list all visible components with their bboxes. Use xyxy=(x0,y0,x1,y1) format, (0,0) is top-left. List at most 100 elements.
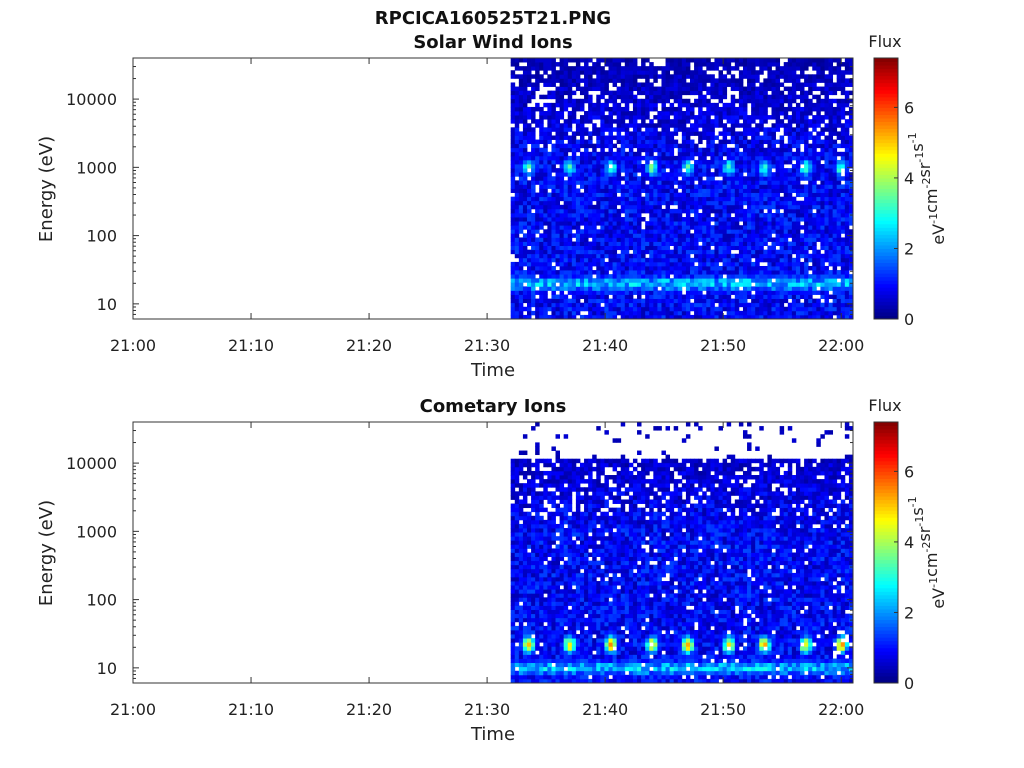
spectrogram-cell xyxy=(571,58,577,63)
spectrogram-cell xyxy=(718,58,723,63)
spectrogram-cell xyxy=(531,62,536,67)
spectrogram-cell xyxy=(685,168,691,173)
spectrogram-cell xyxy=(559,147,565,153)
spectrogram-cell xyxy=(620,261,626,267)
spectrogram-cell xyxy=(763,98,768,104)
spectrogram-cell xyxy=(575,274,581,279)
spectrogram-cell xyxy=(669,74,675,79)
spectrogram-cell xyxy=(608,172,613,177)
spectrogram-cell xyxy=(734,306,740,312)
spectrogram-cell xyxy=(698,310,703,316)
spectrogram-cell xyxy=(848,90,854,96)
spectrogram-cell xyxy=(808,302,813,308)
spectrogram-cell xyxy=(734,111,740,116)
spectrogram-cell xyxy=(848,164,854,169)
spectrogram-cell xyxy=(685,139,691,145)
spectrogram-cell xyxy=(645,127,650,132)
spectrogram-cell xyxy=(641,70,646,75)
spectrogram-cell xyxy=(645,270,650,275)
spectrogram-cell xyxy=(559,176,565,181)
spectrogram-cell xyxy=(563,282,569,287)
spectrogram-cell xyxy=(755,274,760,279)
spectrogram-cell xyxy=(535,123,540,128)
spectrogram-cell xyxy=(661,217,666,222)
spectrogram-cell xyxy=(657,298,662,304)
spectrogram-cell xyxy=(669,147,675,153)
spectrogram-cell xyxy=(685,237,691,242)
spectrogram-cell xyxy=(783,106,789,112)
spectrogram-cell xyxy=(840,196,846,202)
spectrogram-cell xyxy=(734,66,740,71)
spectrogram-cell xyxy=(698,237,703,242)
x-tick-label: 22:00 xyxy=(818,336,864,355)
spectrogram-cell xyxy=(555,212,560,218)
spectrogram-cell xyxy=(522,200,528,206)
spectrogram-cell xyxy=(742,208,748,214)
spectrogram-cell xyxy=(641,196,646,202)
spectrogram-cell xyxy=(718,278,723,283)
spectrogram-cell xyxy=(816,119,821,124)
spectrogram-cell xyxy=(726,265,732,271)
spectrogram-cell xyxy=(518,257,524,263)
spectrogram-cell xyxy=(730,155,736,161)
spectrogram-cell xyxy=(759,245,764,251)
spectrogram-cell xyxy=(608,286,613,291)
spectrogram-cell xyxy=(661,200,666,206)
spectrogram-cell xyxy=(539,245,544,251)
spectrogram-cell xyxy=(804,151,809,157)
spectrogram-cell xyxy=(543,241,548,246)
spectrogram-cell xyxy=(751,184,756,189)
spectrogram-cell xyxy=(767,184,772,189)
spectrogram-cell xyxy=(641,102,646,108)
spectrogram-cell xyxy=(596,257,601,263)
spectrogram-cell xyxy=(628,66,634,71)
spectrogram-cell xyxy=(673,302,679,308)
spectrogram-cell xyxy=(628,257,634,263)
spectrogram-cell xyxy=(649,306,654,312)
spectrogram-cell xyxy=(563,180,569,185)
spectrogram-cell xyxy=(816,102,821,108)
spectrogram-cell xyxy=(747,62,752,67)
spectrogram-cell xyxy=(604,298,609,304)
spectrogram-cell xyxy=(522,176,528,181)
spectrogram-cell xyxy=(612,159,618,165)
spectrogram-cell xyxy=(539,135,544,140)
spectrogram-cell xyxy=(673,265,679,271)
spectrogram-cell xyxy=(718,192,723,198)
spectrogram-cell xyxy=(645,66,650,71)
spectrogram-cell xyxy=(588,168,593,173)
spectrogram-cell xyxy=(738,135,744,140)
spectrogram-cell xyxy=(673,225,679,230)
spectrogram-cell xyxy=(649,70,654,75)
spectrogram-cell xyxy=(738,217,744,222)
spectrogram-cell xyxy=(840,143,846,149)
spectrogram-cell xyxy=(808,225,813,230)
spectrogram-cell xyxy=(800,151,805,157)
spectrogram-cell xyxy=(616,286,622,291)
spectrogram-cell xyxy=(685,229,691,234)
spectrogram-cell xyxy=(775,286,781,291)
spectrogram-cell xyxy=(604,192,609,198)
spectrogram-cell xyxy=(706,221,711,226)
spectrogram-cell xyxy=(539,180,544,185)
spectrogram-cell xyxy=(518,58,524,63)
spectrogram-cell xyxy=(539,123,544,128)
spectrogram-cell xyxy=(795,245,801,251)
spectrogram-cell xyxy=(673,233,679,238)
spectrogram-cell xyxy=(738,233,744,238)
spectrogram-cell xyxy=(677,119,683,124)
spectrogram-cell xyxy=(710,86,715,92)
spectrogram-cell xyxy=(522,217,528,222)
spectrogram-cell xyxy=(637,86,642,92)
spectrogram-cell xyxy=(722,147,728,153)
spectrogram-cell xyxy=(645,200,650,206)
spectrogram-cell xyxy=(653,106,658,112)
spectrogram-cell xyxy=(563,200,569,206)
spectrogram-cell xyxy=(747,180,752,185)
spectrogram-cell xyxy=(677,74,683,79)
spectrogram-cell xyxy=(681,302,687,308)
spectrogram-cell xyxy=(588,131,593,136)
spectrogram-cell xyxy=(775,249,781,255)
spectrogram-cell xyxy=(694,310,699,316)
spectrogram-cell xyxy=(624,58,630,63)
